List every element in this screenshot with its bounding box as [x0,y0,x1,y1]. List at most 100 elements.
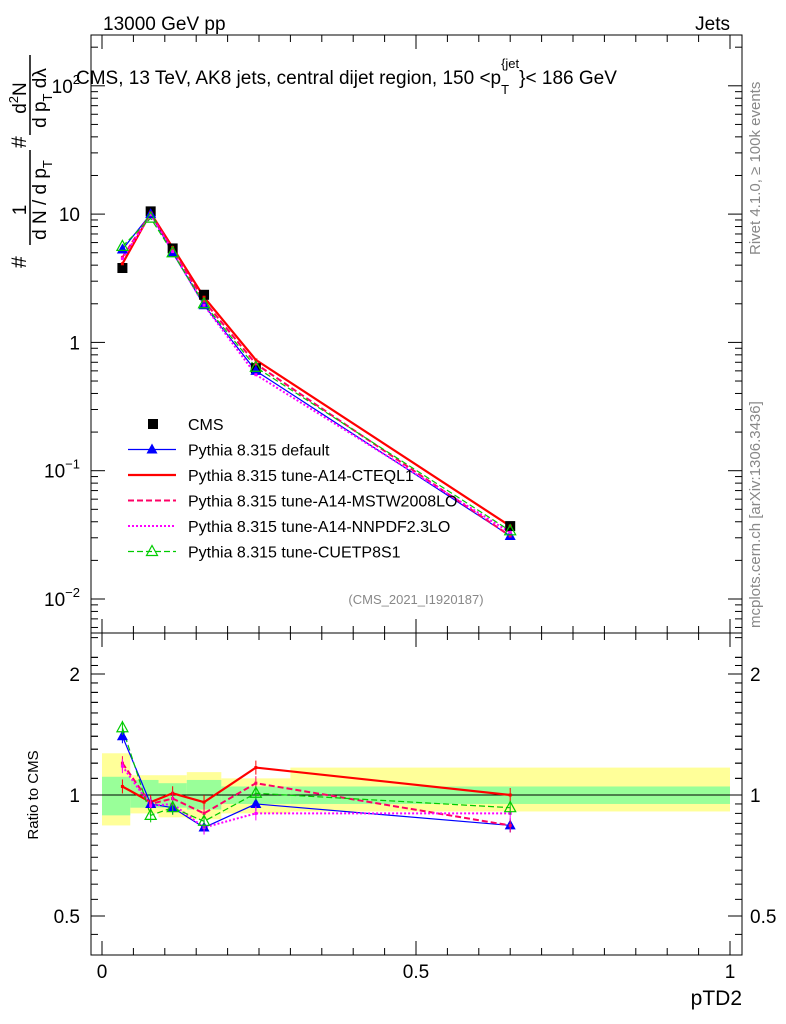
ratio-band-stat [102,776,131,816]
main-point-cms [199,289,210,300]
main-y-tick-label: 10−1 [44,457,80,483]
main-y-tick-label: 10 [59,205,80,226]
ratio-y-tick-label-right: 2 [750,665,761,686]
svg-text:d N / d pT: d N / d pT [30,160,55,240]
main-y-tick-labels: 10−2 10−1 1 10 102 [44,72,80,611]
main-y-tick-label: 1 [69,333,80,354]
ratio-line-pythia-8-315-default [121,736,511,829]
ratio-point-pythia-8-315-tune-a14-mstw2008lo [508,823,512,827]
ratio-point-pythia-8-315-tune-a14-nnpdf2-3lo [149,804,153,808]
main-point-pythia-8-315-tune-a14-mstw2008lo [202,299,206,303]
legend-entry-pythia-8-315-tune-a14-mstw2008lo: Pythia 8.315 tune-A14-MSTW2008LO [128,494,457,511]
svg-text:d pT dλ: d pT dλ [30,68,55,128]
main-frame [90,34,743,634]
legend-label: Pythia 8.315 tune-A14-CTEQL1 [188,468,414,485]
main-point-pythia-8-315-tune-cuetp8s1 [166,245,180,258]
legend-marker [148,419,158,429]
ratio-point-pythia-8-315-tune-a14-nnpdf2-3lo [254,811,258,815]
legend-marker [145,544,159,557]
main-point-pythia-8-315-tune-cuetp8s1 [249,360,263,372]
ratio-point-pythia-8-315-tune-a14-cteql1 [120,784,124,788]
legend-label: Pythia 8.315 tune-A14-MSTW2008LO [188,494,457,511]
legend-entry-cms: CMS [148,417,224,434]
main-point-pythia-8-315-tune-cuetp8s1 [144,210,158,223]
main-point-pythia-8-315-tune-a14-cteql1 [508,524,512,528]
mcplots-label: mcplots.cern.ch [arXiv:1306.3436] [747,401,764,628]
main-point-pythia-8-315-tune-a14-mstw2008lo [508,534,512,538]
main-point-pythia-8-315-tune-a14-mstw2008lo [171,247,175,251]
legend-label: Pythia 8.315 tune-A14-NNPDF2.3LO [188,519,450,536]
ratio-line-pythia-8-315-tune-a14-mstw2008lo [121,762,511,827]
ratio-point-pythia-8-315-tune-a14-mstw2008lo [254,781,258,785]
ratio-x-tick-labels: 0 0.5 1 [97,962,736,983]
main-point-pythia-8-315-tune-cuetp8s1 [197,296,211,309]
main-point-pythia-8-315-tune-a14-cteql1 [120,262,124,266]
legend-marker [146,443,158,454]
main-series-markers [115,206,517,540]
ratio-series-markers [115,720,517,835]
main-series-lines [121,210,511,537]
ratio-point-pythia-8-315-default [250,797,262,808]
main-point-pythia-8-315-tune-a14-nnpdf2-3lo [120,257,124,261]
ratio-point-pythia-8-315-tune-a14-cteql1 [508,793,512,797]
legend: CMS Pythia 8.315 default Pythia 8.315 tune… [128,417,457,562]
main-point-pythia-8-315-tune-a14-nnpdf2-3lo [508,530,512,534]
ratio-y-ticks [91,656,742,935]
main-point-pythia-8-315-tune-cuetp8s1 [115,239,129,252]
legend-label: Pythia 8.315 default [188,443,330,460]
main-x-ticks [101,35,731,633]
ratio-point-pythia-8-315-tune-cuetp8s1 [197,814,211,826]
main-line-pythia-8-315-tune-cuetp8s1 [121,217,511,532]
analysis-watermark: (CMS_2021_I1920187) [348,592,483,607]
main-point-pythia-8-315-tune-a14-mstw2008lo [254,362,258,366]
ratio-x-tick-label: 0 [97,962,108,983]
main-point-pythia-8-315-default [250,364,262,375]
ratio-point-pythia-8-315-tune-cuetp8s1 [144,808,158,820]
main-point-pythia-8-315-tune-a14-nnpdf2-3lo [202,303,206,307]
legend-entry-pythia-8-315-tune-cuetp8s1: Pythia 8.315 tune-CUETP8S1 [128,544,401,562]
ratio-line-pythia-8-315-tune-cuetp8s1 [121,727,511,822]
ratio-x-tick-label: 1 [725,962,736,983]
svg-text:1: 1 [10,205,31,216]
ratio-point-pythia-8-315-tune-cuetp8s1 [166,800,180,813]
main-line-pythia-8-315-tune-a14-nnpdf2-3lo [121,212,511,534]
main-plot: 10−2 10−1 1 10 102 CMS, 13 TeV, AK8 jets, ce… [6,34,743,639]
ratio-y-tick-label-right: 0.5 [750,907,776,928]
ratio-y-tick-label: 1 [69,786,80,807]
x-axis-title: pTD2 [691,987,742,1010]
main-point-pythia-8-315-tune-cuetp8s1 [503,523,517,536]
ratio-y-tick-label-right: 1 [750,786,761,807]
ratio-point-pythia-8-315-tune-cuetp8s1 [503,800,517,813]
main-y-ticks [91,46,742,639]
main-y-axis-title: # 1 d N / d pT # d2N d pT dλ [6,55,55,268]
plot-title: CMS, 13 TeV, AK8 jets, central dijet reg… [76,56,617,97]
ratio-y-tick-label: 0.5 [54,907,80,928]
legend-entry-pythia-8-315-tune-a14-nnpdf2-3lo: Pythia 8.315 tune-A14-NNPDF2.3LO [128,519,450,536]
rivet-label: Rivet 4.1.0, ≥ 100k events [747,82,764,255]
main-point-pythia-8-315-tune-a14-nnpdf2-3lo [171,250,175,254]
ratio-x-ticks [101,633,731,955]
main-point-pythia-8-315-tune-a14-nnpdf2-3lo [149,213,153,217]
ratio-point-pythia-8-315-tune-cuetp8s1 [115,720,129,733]
ratio-uncertainty-bands [102,753,730,826]
ratio-point-pythia-8-315-default [116,730,128,741]
ratio-y-axis-title: Ratio to CMS [25,750,42,839]
main-point-pythia-8-315-tune-a14-cteql1 [254,358,258,362]
ratio-y-tick-label: 2 [69,665,80,686]
legend-label: CMS [188,417,224,434]
main-y-tick-label: 102 [52,72,80,98]
ratio-x-tick-label: 0.5 [403,962,429,983]
ratio-point-pythia-8-315-tune-a14-mstw2008lo [202,811,206,815]
ratio-point-pythia-8-315-tune-a14-cteql1 [202,800,206,804]
main-point-cms [117,263,128,274]
ratio-y-tick-labels: 0.5 0.5 1 1 2 2 [54,665,777,928]
legend-entry-pythia-8-315-default: Pythia 8.315 default [128,443,330,460]
ratio-point-pythia-8-315-tune-a14-nnpdf2-3lo [120,764,124,768]
legend-label: Pythia 8.315 tune-CUETP8S1 [188,545,401,562]
svg-text:#: # [8,256,31,268]
main-y-tick-label: 10−2 [44,585,80,611]
legend-entry-pythia-8-315-tune-a14-cteql1: Pythia 8.315 tune-A14-CTEQL1 [128,468,414,485]
svg-text:d2N: d2N [6,82,31,114]
ratio-point-pythia-8-315-tune-cuetp8s1 [249,786,263,798]
